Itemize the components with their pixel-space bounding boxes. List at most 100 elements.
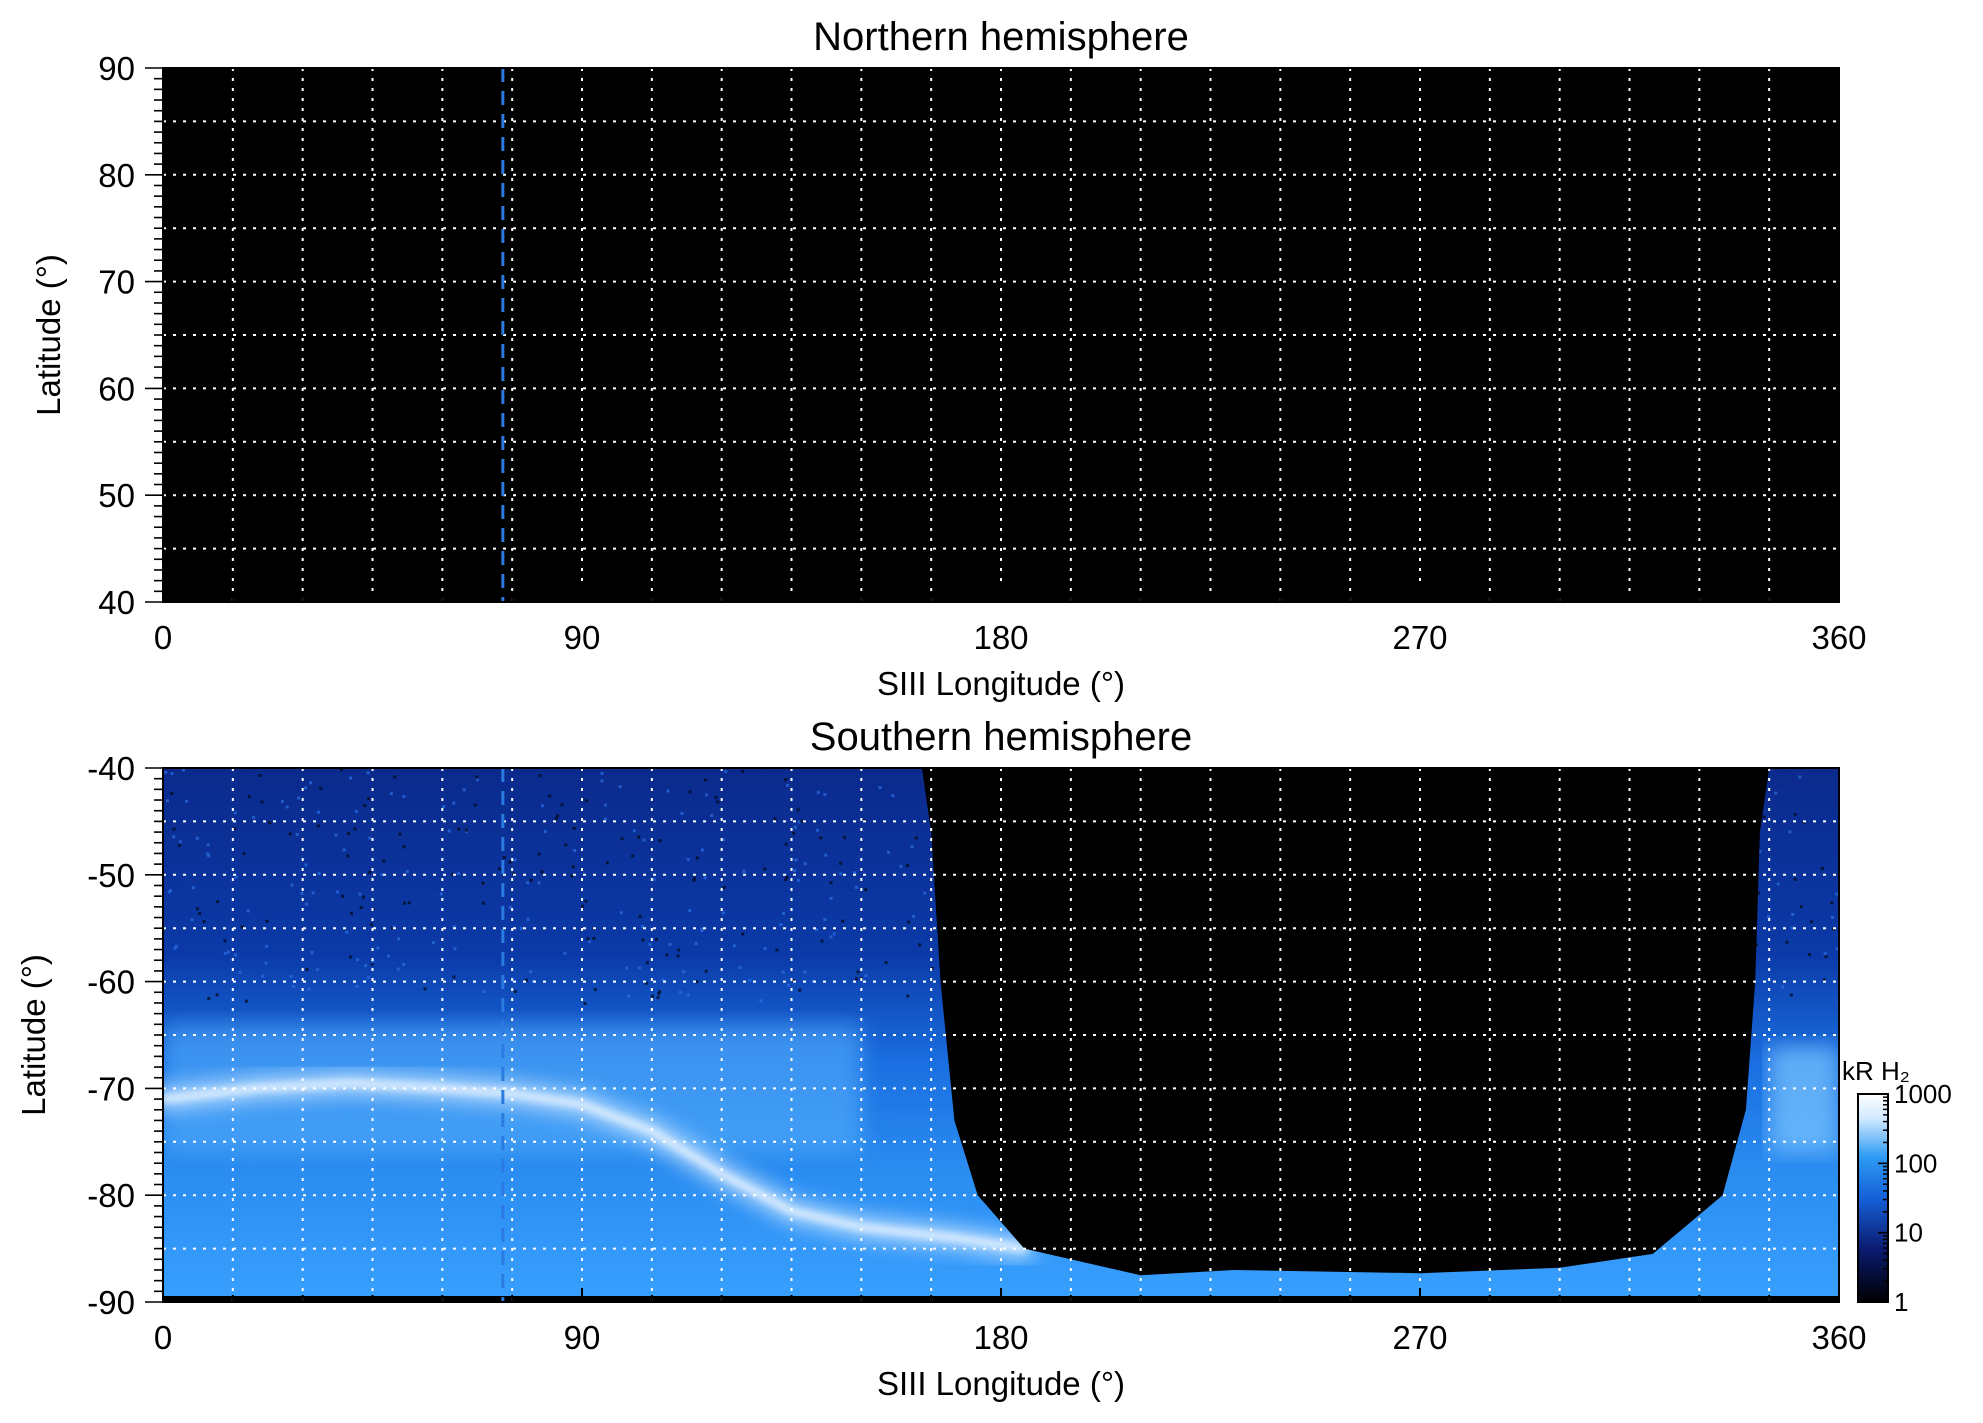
south-noise-speck	[366, 771, 370, 775]
south-noise-speck	[891, 794, 895, 798]
south-noise-speck	[816, 790, 820, 794]
south-noise-speck	[264, 961, 268, 965]
south-noise-speck	[164, 770, 168, 774]
south-noise-speck	[710, 814, 714, 817]
south-noise-speck	[824, 853, 828, 857]
south-noise-speck	[641, 938, 645, 942]
south-noise-speck	[910, 845, 914, 848]
south-noise-speck	[247, 795, 251, 799]
south-noise-speck	[637, 835, 641, 839]
south-noise-speck	[586, 937, 590, 941]
south-noise-speck	[864, 888, 868, 892]
north-x-tick-labels: 0 90 180 270 360	[154, 619, 1867, 656]
south-x-tick-label: 180	[973, 1319, 1028, 1356]
south-noise-speck	[738, 965, 742, 969]
south-noise-speck	[1757, 891, 1761, 895]
south-noise-speck	[705, 793, 709, 797]
south-noise-speck	[724, 770, 728, 774]
south-noise-speck	[878, 786, 882, 790]
south-noise-speck	[462, 788, 466, 792]
south-noise-speck	[906, 864, 909, 868]
south-noise-speck	[583, 1002, 587, 1005]
south-x-tick-label: 270	[1392, 1319, 1447, 1356]
south-noise-speck	[423, 987, 427, 991]
south-noise-speck	[585, 799, 589, 803]
south-noise-speck	[173, 946, 177, 950]
south-noise-speck	[174, 944, 178, 948]
south-noise-speck	[839, 861, 843, 865]
south-noise-speck	[918, 943, 922, 947]
south-noise-speck	[732, 944, 736, 948]
south-noise-speck	[763, 947, 767, 951]
south-noise-speck	[305, 968, 309, 972]
south-noise-speck	[655, 937, 659, 941]
south-noise-speck	[475, 778, 479, 782]
south-noise-speck	[1810, 920, 1814, 924]
south-noise-speck	[638, 966, 642, 970]
south-noise-speck	[216, 900, 220, 904]
south-noise-speck	[265, 944, 269, 948]
north-y-axis-label: Latitude (°)	[30, 254, 67, 416]
south-noise-speck	[288, 832, 292, 836]
south-noise-speck	[820, 939, 824, 943]
south-noise-speck	[793, 825, 797, 829]
south-noise-speck	[289, 975, 293, 978]
south-noise-speck	[688, 909, 692, 913]
south-y-tick-label: -50	[87, 857, 135, 894]
south-noise-speck	[763, 867, 767, 871]
south-no-coverage-region	[861, 768, 1770, 1276]
south-noise-speck	[482, 990, 486, 994]
south-noise-speck	[1788, 830, 1792, 834]
south-noise-speck	[886, 850, 890, 854]
north-x-axis-label: SIII Longitude (°)	[877, 665, 1125, 702]
south-noise-speck	[793, 869, 797, 873]
south-noise-speck	[658, 839, 662, 843]
south-noise-speck	[403, 901, 406, 905]
south-noise-speck	[1820, 867, 1824, 871]
south-noise-speck	[1824, 955, 1828, 959]
south-noise-speck	[832, 932, 836, 936]
south-noise-speck	[1790, 926, 1794, 930]
south-noise-speck	[1798, 775, 1802, 779]
south-emission-map	[163, 768, 1839, 1302]
colorbar-ticks	[1878, 1093, 1888, 1303]
south-noise-speck	[304, 863, 308, 867]
south-noise-speck	[1785, 940, 1789, 944]
south-main-oval	[163, 1080, 1028, 1252]
south-noise-speck	[452, 925, 456, 929]
south-noise-speck	[1791, 912, 1795, 916]
south-noise-speck	[1835, 892, 1839, 896]
south-noise-speck	[930, 967, 934, 970]
south-noise-speck	[353, 827, 357, 831]
south-noise-speck	[252, 815, 256, 819]
south-noise-speck	[570, 874, 574, 878]
south-noise-speck	[309, 781, 312, 785]
south-noise-speck	[300, 891, 304, 895]
south-noise-speck	[345, 930, 349, 934]
south-y-tick-labels: -40 -50 -60 -70 -80 -90	[87, 750, 135, 1321]
south-noise-speck	[402, 962, 406, 966]
south-noise-speck	[529, 970, 533, 974]
south-noise-speck	[166, 799, 169, 803]
north-y-tick-label: 50	[98, 477, 135, 514]
south-noise-speck	[1830, 901, 1834, 905]
south-noise-speck	[380, 873, 384, 877]
south-noise-speck	[370, 923, 374, 927]
south-noise-speck	[453, 947, 457, 951]
south-noise-speck	[317, 810, 320, 814]
south-noise-speck	[195, 836, 199, 840]
south-noise-speck	[481, 881, 485, 885]
south-noise-speck	[600, 779, 604, 783]
south-noise-speck	[923, 891, 927, 895]
south-noise-speck	[198, 912, 202, 915]
south-noise-speck	[564, 843, 568, 847]
south-noise-speck	[246, 909, 250, 913]
south-noise-speck	[775, 948, 779, 952]
south-noise-speck	[223, 951, 227, 955]
colorbar-tick-labels: 1000 100 10 1	[1894, 1079, 1952, 1317]
south-noise-speck	[481, 901, 485, 905]
south-noise-speck	[347, 832, 351, 836]
north-x-tick-label: 270	[1392, 619, 1447, 656]
south-noise-speck	[370, 962, 374, 966]
south-noise-speck	[854, 885, 858, 889]
